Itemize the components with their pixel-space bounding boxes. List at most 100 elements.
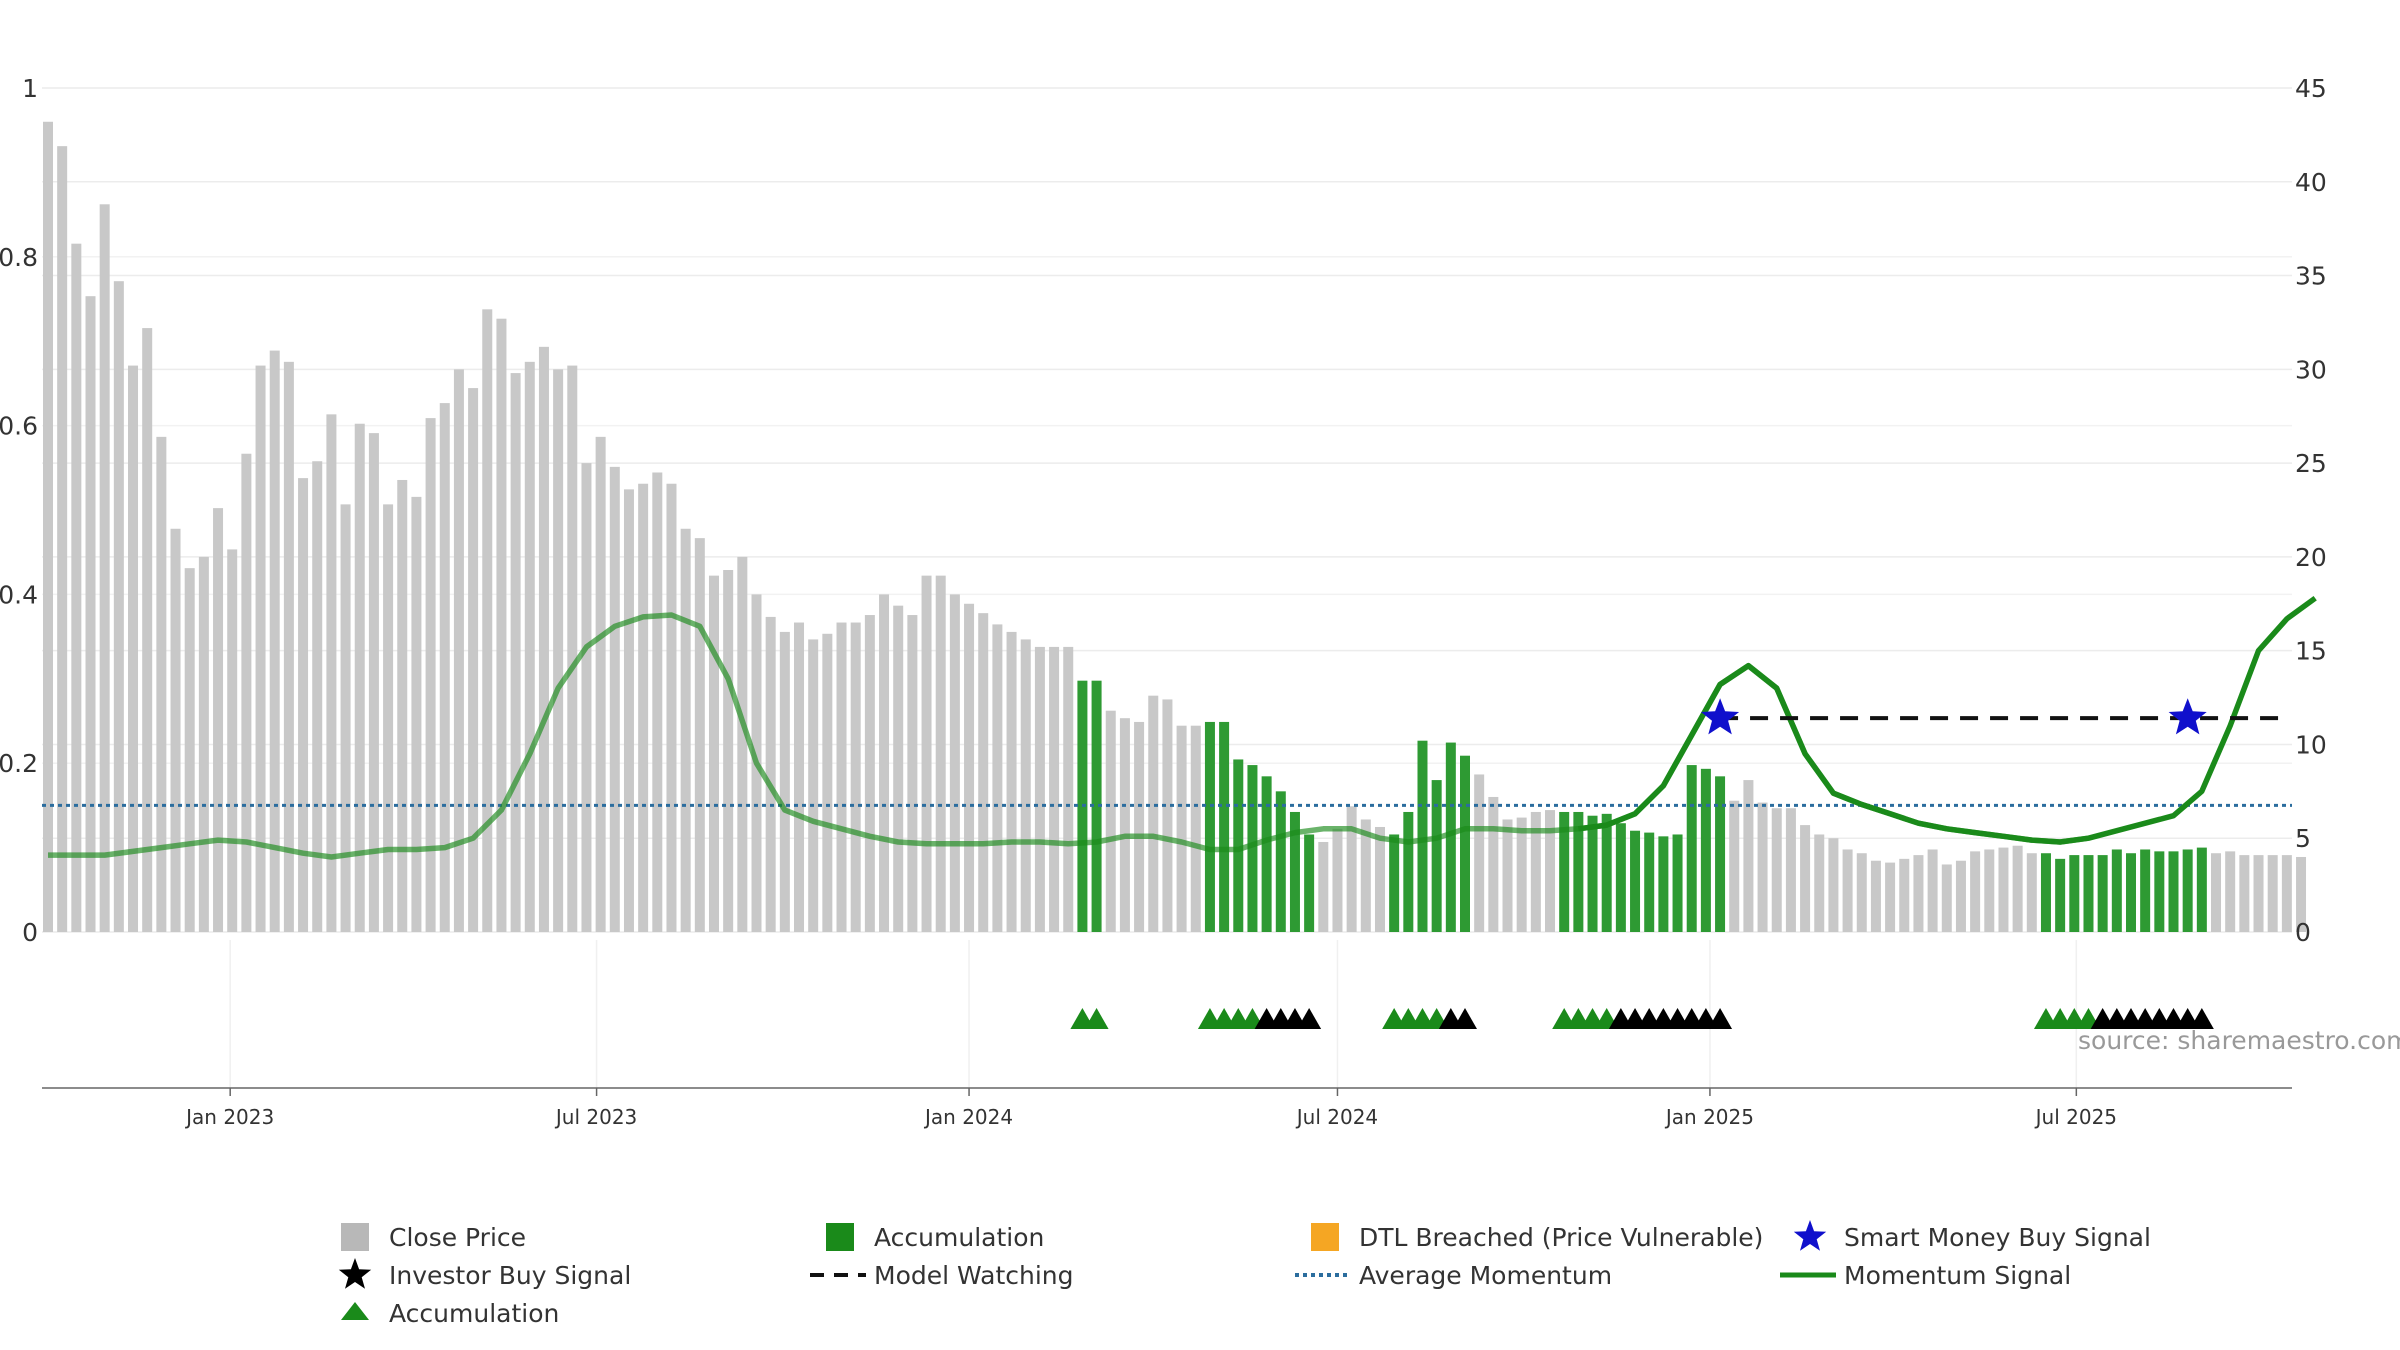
- price-bar: [638, 483, 649, 932]
- price-bar: [85, 296, 96, 933]
- price-bar: [1006, 631, 1017, 932]
- price-bar: [1318, 841, 1329, 932]
- price-bar: [1743, 780, 1754, 932]
- price-bar: [1034, 646, 1045, 932]
- price-bar: [765, 616, 776, 932]
- price-bar: [368, 433, 379, 932]
- price-bar: [1955, 860, 1966, 932]
- price-bar: [1913, 855, 1924, 932]
- right-tick-label: 40: [2295, 168, 2327, 197]
- price-bar: [723, 570, 734, 932]
- smart-money-star: [2168, 698, 2207, 735]
- accumulation-bar: [1233, 759, 1244, 932]
- price-bar: [1105, 710, 1116, 932]
- price-bar: [1771, 808, 1782, 932]
- price-bar: [439, 403, 450, 932]
- price-bar: [524, 361, 535, 932]
- price-bar: [737, 556, 748, 932]
- price-bar: [128, 365, 139, 932]
- accumulation-bar: [1460, 755, 1470, 932]
- accumulation-bar: [1204, 721, 1215, 932]
- price-bar: [340, 504, 351, 932]
- price-bar: [907, 615, 918, 932]
- price-bar: [850, 622, 861, 932]
- x-tick-label: Jul 2025: [2034, 1105, 2117, 1129]
- x-tick-label: Jan 2023: [184, 1105, 274, 1129]
- accumulation-bar: [1261, 776, 1272, 932]
- x-tick-label: Jul 2024: [1295, 1105, 1378, 1129]
- accumulation-bar: [1445, 742, 1456, 932]
- price-bar: [326, 414, 337, 932]
- price-bar: [581, 463, 592, 932]
- price-bar: [1984, 849, 1995, 932]
- right-tick-label: 30: [2295, 355, 2327, 384]
- accumulation-bar: [2069, 855, 2080, 932]
- accumulation-bar: [2196, 847, 2207, 932]
- price-bar: [1474, 774, 1485, 932]
- accumulation-bar: [1247, 765, 1258, 932]
- signal-markers: [1070, 698, 2214, 1029]
- price-bar: [71, 243, 82, 932]
- left-tick-label: 0.6: [0, 412, 38, 441]
- accumulation-bar: [2083, 855, 2094, 932]
- price-bar: [666, 483, 677, 932]
- price-bar: [1545, 810, 1556, 932]
- price-bar: [1488, 796, 1499, 932]
- price-bar: [425, 418, 436, 932]
- price-bar: [2225, 851, 2236, 932]
- price-bar: [1970, 851, 1981, 932]
- accumulation-bar: [2125, 853, 2136, 932]
- price-bar: [2211, 853, 2222, 932]
- price-bar: [468, 388, 479, 933]
- price-bar: [482, 309, 493, 932]
- right-tick-label: 35: [2295, 262, 2327, 291]
- price-bar: [411, 496, 422, 932]
- price-bar: [1162, 699, 1173, 932]
- momentum-signal-line: [1578, 595, 2317, 845]
- price-bar: [1842, 849, 1853, 932]
- price-bar: [1941, 864, 1952, 932]
- price-bar: [2267, 855, 2278, 932]
- price-bar: [1063, 646, 1074, 932]
- price-bar: [283, 361, 294, 932]
- accumulation-bar: [2097, 855, 2108, 932]
- price-bar: [1785, 808, 1796, 932]
- price-bar: [142, 328, 153, 932]
- x-tick-label: Jan 2024: [923, 1105, 1013, 1129]
- price-bar: [453, 369, 464, 932]
- price-bar: [1800, 825, 1811, 932]
- price-bar: [808, 639, 819, 932]
- price-bar: [1729, 800, 1740, 932]
- accumulation-bar: [2154, 851, 2165, 932]
- price-bar: [893, 605, 904, 932]
- signal-lines: [42, 595, 2317, 860]
- price-bar: [1927, 849, 1938, 932]
- price-bar: [609, 466, 620, 932]
- price-bar: [397, 479, 408, 932]
- accumulation-bar: [1417, 740, 1428, 932]
- accumulation-bar: [1431, 780, 1442, 932]
- price-bar: [708, 575, 719, 932]
- price-bar: [553, 369, 564, 932]
- price-bar: [1530, 811, 1541, 932]
- price-bar: [567, 365, 578, 932]
- price-bar: [595, 436, 606, 932]
- investor-buy-triangle: [1297, 1008, 1322, 1029]
- price-bar: [227, 549, 238, 932]
- price-bar: [680, 528, 691, 932]
- price-bar: [879, 594, 890, 932]
- price-bar: [298, 478, 309, 932]
- price-bar: [43, 121, 53, 932]
- price-bar: [623, 489, 634, 932]
- accumulation-bar: [1644, 832, 1655, 932]
- price-bar: [978, 613, 989, 932]
- price-bar: [198, 556, 209, 932]
- left-tick-label: 0.2: [0, 749, 38, 778]
- accumulation-bar: [1658, 836, 1669, 932]
- price-bar: [1148, 695, 1159, 932]
- x-tick-label: Jul 2023: [554, 1105, 637, 1129]
- price-bar: [354, 423, 365, 932]
- x-tick-label: Jan 2025: [1664, 1105, 1754, 1129]
- investor-buy-triangle: [1453, 1008, 1477, 1029]
